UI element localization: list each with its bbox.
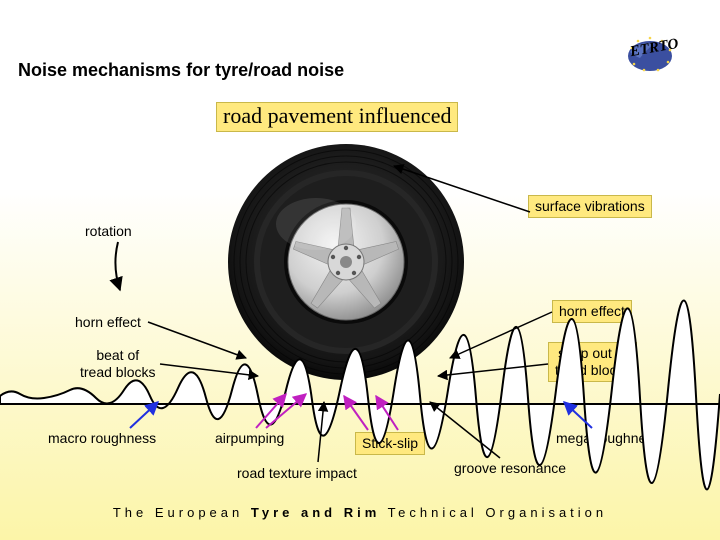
label-macro: macro roughness [48,430,156,447]
label-groove: groove resonance [454,460,566,477]
label-airpumping: airpumping [215,430,284,447]
label-horn-left: horn effect [75,314,141,331]
label-beat: beat of tread blocks [80,347,155,381]
label-surface-vibrations: surface vibrations [528,195,652,218]
subtitle-text: road pavement influenced [223,103,451,128]
label-rotation: rotation [85,223,132,240]
label-snapout: snap out of tread blocks [548,342,637,382]
tyre-graphic [228,144,464,380]
label-stickslip: Stick-slip [355,432,425,455]
label-road-texture: road texture impact [237,465,357,482]
label-mega: mega roughness [556,430,660,447]
etrto-logo: ETRTO [620,28,690,74]
footer: The European Tyre and Rim Technical Orga… [0,505,720,520]
footer-post: Technical Organisation [380,505,607,520]
page-title: Noise mechanisms for tyre/road noise [18,60,344,81]
subtitle-box: road pavement influenced [216,102,458,132]
footer-pre: The European [113,505,251,520]
footer-bold: Tyre and Rim [251,505,380,520]
label-horn-right: horn effect [552,300,632,323]
